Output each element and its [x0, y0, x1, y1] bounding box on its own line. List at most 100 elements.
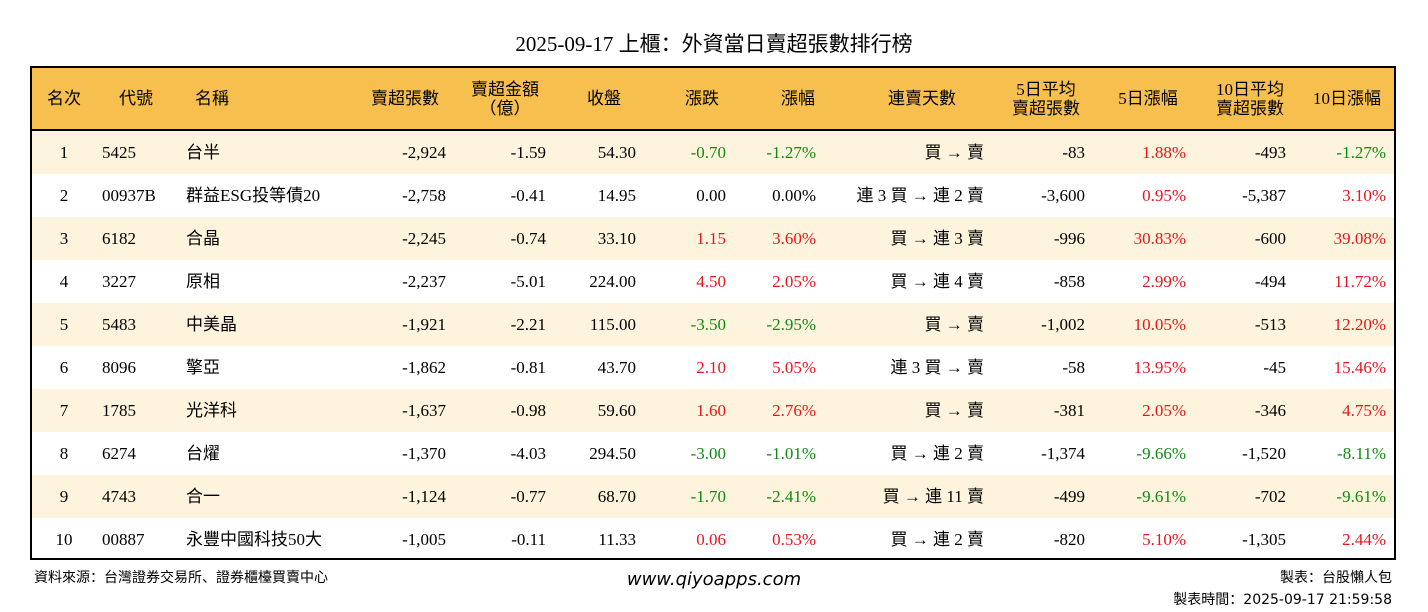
cell-avg10: -494	[1254, 272, 1286, 291]
cell-code: 5483	[102, 315, 136, 334]
cell-close: 43.70	[597, 358, 636, 377]
table-row: 10 00887 永豐中國科技50大 -1,005 -0.11 11.33 0.06 0.53…	[32, 518, 1394, 561]
cell-name: 擎亞	[186, 358, 220, 377]
cell-chg: -3.50	[690, 315, 726, 334]
cell-net: -1,370	[402, 444, 446, 463]
cell-net: -2,758	[402, 186, 446, 205]
column-header: 漲幅	[781, 89, 815, 108]
cell-amt: -0.41	[510, 186, 546, 205]
cell-pct10: 15.46%	[1333, 358, 1386, 377]
cell-name: 合晶	[186, 229, 220, 248]
cell-close: 54.30	[597, 143, 636, 162]
cell-net: -1,921	[402, 315, 446, 334]
column-header: 5日漲幅	[1118, 89, 1178, 108]
cell-avg5: -820	[1053, 530, 1085, 549]
cell-avg5: -996	[1053, 229, 1085, 248]
column-header: 收盤	[587, 89, 621, 108]
cell-net: -1,124	[402, 487, 446, 506]
cell-streak: 買 → 連 3 賣	[890, 229, 985, 248]
cell-chg: -0.70	[690, 143, 726, 162]
cell-pct5: 2.05%	[1142, 401, 1186, 420]
cell-avg5: -1,374	[1041, 444, 1085, 463]
table-row: 7 1785 光洋科 -1,637 -0.98 59.60 1.60 2.76% 買 → 賣 -3…	[32, 389, 1394, 432]
cell-streak: 買 → 連 4 賣	[890, 272, 985, 291]
cell-chg: 2.10	[696, 358, 726, 377]
cell-pct10: 3.10%	[1342, 186, 1386, 205]
cell-avg10: -346	[1254, 401, 1286, 420]
cell-pct: 2.05%	[772, 272, 816, 291]
cell-avg5: -381	[1053, 401, 1085, 420]
cell-chg: 1.15	[696, 229, 726, 248]
page-title: 2025-09-17 上櫃：外資當日賣超張數排行榜	[515, 32, 913, 56]
cell-pct5: 13.95%	[1133, 358, 1186, 377]
cell-code: 00937B	[102, 186, 156, 205]
cell-code: 00887	[102, 530, 145, 549]
cell-pct5: -9.66%	[1136, 444, 1186, 463]
maker: 製表：台股懶人包	[1280, 570, 1392, 586]
column-header: 5日平均 賣超張數	[1012, 79, 1080, 118]
cell-pct10: 2.44%	[1342, 530, 1386, 549]
table-row: 4 3227 原相 -2,237 -5.01 224.00 4.50 2.05% 買 → 連 4…	[32, 260, 1394, 303]
column-header: 漲跌	[685, 89, 719, 108]
table-row: 3 6182 合晶 -2,245 -0.74 33.10 1.15 3.60% 買 → 連 3 …	[32, 217, 1394, 260]
cell-rank: 4	[59, 272, 69, 291]
cell-pct5: 30.83%	[1133, 229, 1186, 248]
cell-name: 群益ESG投等債20	[186, 186, 321, 205]
cell-net: -1,005	[402, 530, 446, 549]
cell-rank: 10	[55, 530, 73, 549]
cell-code: 3227	[102, 272, 136, 291]
cell-streak: 買 → 連 2 賣	[890, 530, 985, 549]
table-row: 5 5483 中美晶 -1,921 -2.21 115.00 -3.50 -2.95% 買 → …	[32, 303, 1394, 346]
cell-name: 永豐中國科技50大	[186, 530, 322, 549]
column-header: 10日平均 賣超張數	[1216, 79, 1284, 118]
cell-pct: 3.60%	[772, 229, 816, 248]
cell-code: 6274	[102, 444, 136, 463]
cell-pct10: -8.11%	[1337, 444, 1386, 463]
cell-pct: 0.00%	[772, 186, 816, 205]
cell-avg10: -1,305	[1242, 530, 1286, 549]
table-row: 2 00937B 群益ESG投等債20 -2,758 -0.41 14.95 0.00 0.0…	[32, 174, 1394, 217]
cell-streak: 連 3 買 → 賣	[890, 358, 985, 377]
cell-rank: 9	[59, 487, 69, 506]
cell-code: 4743	[102, 487, 136, 506]
cell-code: 8096	[102, 358, 136, 377]
cell-pct: 5.05%	[772, 358, 816, 377]
data-source: 資料來源：台灣證券交易所、證券櫃檯買賣中心	[34, 570, 328, 586]
cell-avg10: -1,520	[1242, 444, 1286, 463]
cell-avg5: -858	[1053, 272, 1085, 291]
cell-avg10: -5,387	[1242, 186, 1286, 205]
made-time: 製表時間：2025-09-17 21:59:58	[1173, 592, 1392, 608]
cell-rank: 7	[59, 401, 69, 420]
cell-rank: 8	[59, 444, 69, 463]
cell-streak: 連 3 買 → 連 2 賣	[856, 186, 985, 205]
cell-close: 11.33	[598, 530, 636, 549]
column-header: 賣超張數	[371, 89, 439, 108]
table-body: 1 5425 台半 -2,924 -1.59 54.30 -0.70 -1.27% 買 → 賣 -…	[32, 131, 1394, 561]
cell-amt: -2.21	[510, 315, 546, 334]
cell-net: -1,862	[402, 358, 446, 377]
cell-close: 59.60	[597, 401, 636, 420]
cell-pct5: 10.05%	[1133, 315, 1186, 334]
ranking-table: 名次 代號 名稱 賣超張數 賣超金額 （億） 收盤 漲跌 漲幅 連賣天數 5日平均 賣超張數 5日漲…	[30, 66, 1396, 560]
cell-close: 68.70	[597, 487, 636, 506]
cell-avg10: -45	[1263, 358, 1286, 377]
cell-pct5: 1.88%	[1142, 143, 1186, 162]
cell-pct10: -9.61%	[1336, 487, 1386, 506]
cell-name: 光洋科	[186, 401, 237, 420]
column-header: 代號	[119, 89, 153, 108]
cell-pct: -2.95%	[766, 315, 816, 334]
cell-code: 1785	[102, 401, 136, 420]
cell-streak: 買 → 賣	[924, 143, 985, 162]
cell-name: 中美晶	[186, 315, 237, 334]
cell-name: 台燿	[186, 444, 220, 463]
table-row: 1 5425 台半 -2,924 -1.59 54.30 -0.70 -1.27% 買 → 賣 -…	[32, 131, 1394, 174]
cell-avg5: -58	[1062, 358, 1085, 377]
cell-net: -1,637	[402, 401, 446, 420]
cell-pct: -1.27%	[766, 143, 816, 162]
cell-close: 294.50	[589, 444, 636, 463]
cell-avg5: -1,002	[1041, 315, 1085, 334]
cell-net: -2,924	[402, 143, 446, 162]
cell-avg5: -499	[1053, 487, 1085, 506]
cell-pct5: 0.95%	[1142, 186, 1186, 205]
cell-rank: 3	[59, 229, 69, 248]
